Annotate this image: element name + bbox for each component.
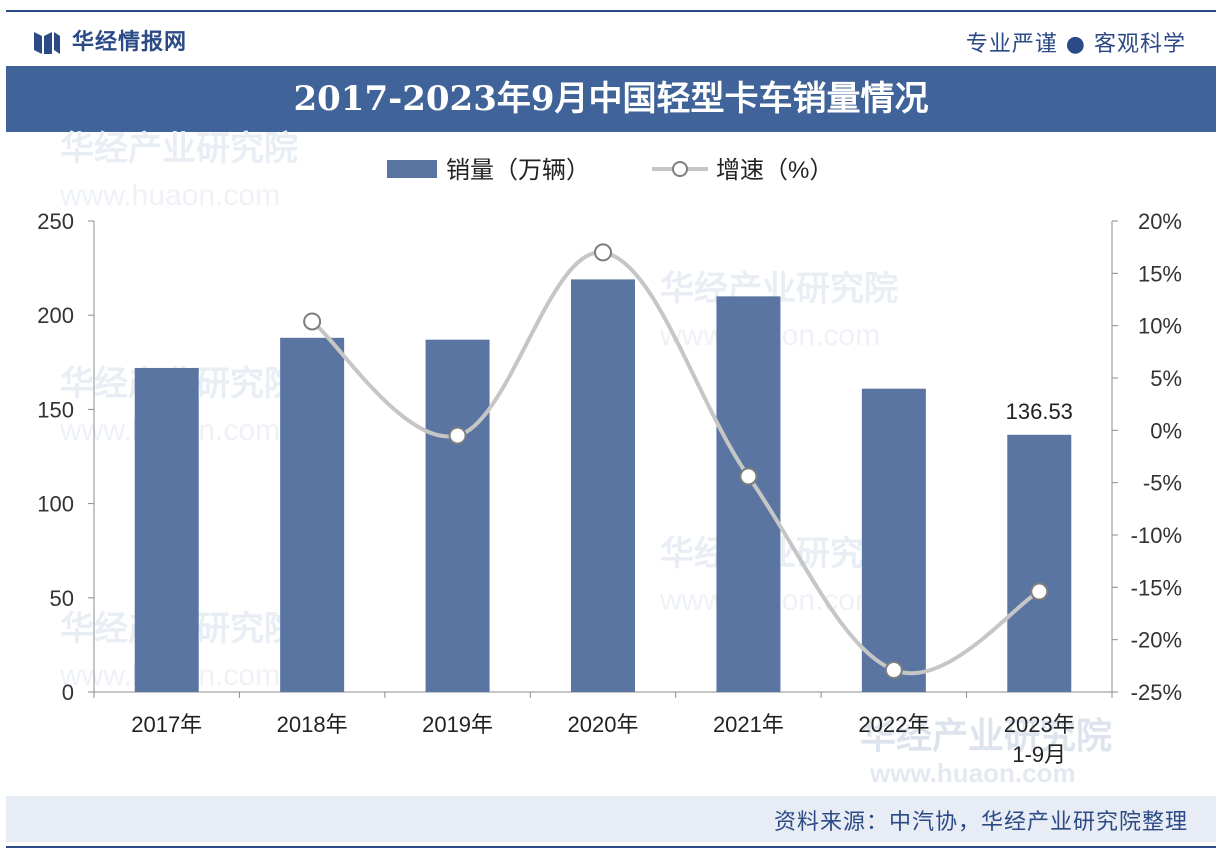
x-tick-label: 2022年: [858, 712, 929, 737]
growth-marker: [884, 661, 903, 680]
left-tick-label: 0: [62, 680, 74, 705]
bottom-rule: [6, 846, 1216, 848]
chart-title: 2017-2023年9月中国轻型卡车销量情况: [293, 79, 929, 119]
x-tick-label: 2023年 1-9月: [1004, 712, 1075, 767]
legend-line-marker: [672, 161, 688, 177]
right-tick-label: 0%: [1150, 418, 1182, 443]
watermark-url: www.huaon.com: [869, 758, 1076, 788]
brand-name: 华经情报网: [72, 30, 188, 55]
right-tick-label: -20%: [1131, 628, 1182, 653]
legend-line-label: 增速（%）: [716, 157, 833, 184]
right-tick-label: -10%: [1131, 523, 1182, 548]
legend: 销量（万辆） 增速（%）: [387, 157, 833, 184]
right-tick-label: -15%: [1131, 575, 1182, 600]
growth-marker: [303, 312, 322, 331]
growth-marker: [739, 467, 758, 486]
x-tick-label: 2021年: [713, 712, 784, 737]
bar: [1007, 434, 1072, 692]
bar: [425, 339, 490, 692]
brand-logo-icon: [34, 32, 60, 54]
right-tick-label: 20%: [1138, 209, 1182, 234]
source-note: 资料来源：中汽协，华经产业研究院整理: [773, 810, 1188, 835]
x-tick-label: 2017年: [131, 712, 202, 737]
right-tick-label: 5%: [1150, 366, 1182, 391]
bar-series: 136.53: [134, 279, 1073, 692]
right-tick-label: -25%: [1131, 680, 1182, 705]
x-tick-label: 2019年: [422, 712, 493, 737]
growth-marker: [448, 426, 467, 445]
bar: [280, 337, 345, 692]
title-bar: 2017-2023年9月中国轻型卡车销量情况: [6, 66, 1216, 132]
top-rule: [6, 10, 1216, 12]
watermark-layer: 华经产业研究院 www.huaon.com 华经产业研究院 www.huaon.…: [59, 129, 1112, 788]
watermark-text: 华经产业研究院: [60, 129, 298, 168]
bar: [571, 279, 635, 692]
bar: [861, 388, 926, 692]
axes: 0 50 100 150 200 250 -25% -20% -15% -10% -5% 0% 5% 10…: [37, 209, 1182, 767]
watermark-url: www.huaon.com: [59, 179, 280, 212]
left-tick-label: 150: [37, 397, 74, 422]
legend-bar-swatch: [387, 160, 437, 178]
bar: [134, 367, 199, 692]
slogan: 专业严谨 ● 客观科学: [965, 32, 1186, 57]
footer-bar: 资料来源：中汽协，华经产业研究院整理: [6, 796, 1216, 842]
bar-data-label: 136.53: [1006, 399, 1073, 424]
x-tick-label: 2018年: [277, 712, 348, 737]
x-tick-label: 2020年: [568, 712, 639, 737]
line-series: [303, 243, 1049, 680]
right-tick-label: 10%: [1138, 314, 1182, 339]
left-tick-label: 250: [37, 209, 74, 234]
left-tick-label: 100: [37, 492, 74, 517]
growth-marker: [594, 243, 612, 262]
legend-bar-label: 销量（万辆）: [446, 157, 590, 184]
growth-marker: [1030, 582, 1049, 601]
left-tick-label: 200: [37, 303, 74, 328]
right-tick-label: 15%: [1138, 261, 1182, 286]
bar: [716, 296, 781, 692]
watermark-text: 华经产业研究院: [860, 715, 1112, 756]
right-tick-label: -5%: [1143, 471, 1182, 496]
left-tick-label: 50: [50, 586, 74, 611]
